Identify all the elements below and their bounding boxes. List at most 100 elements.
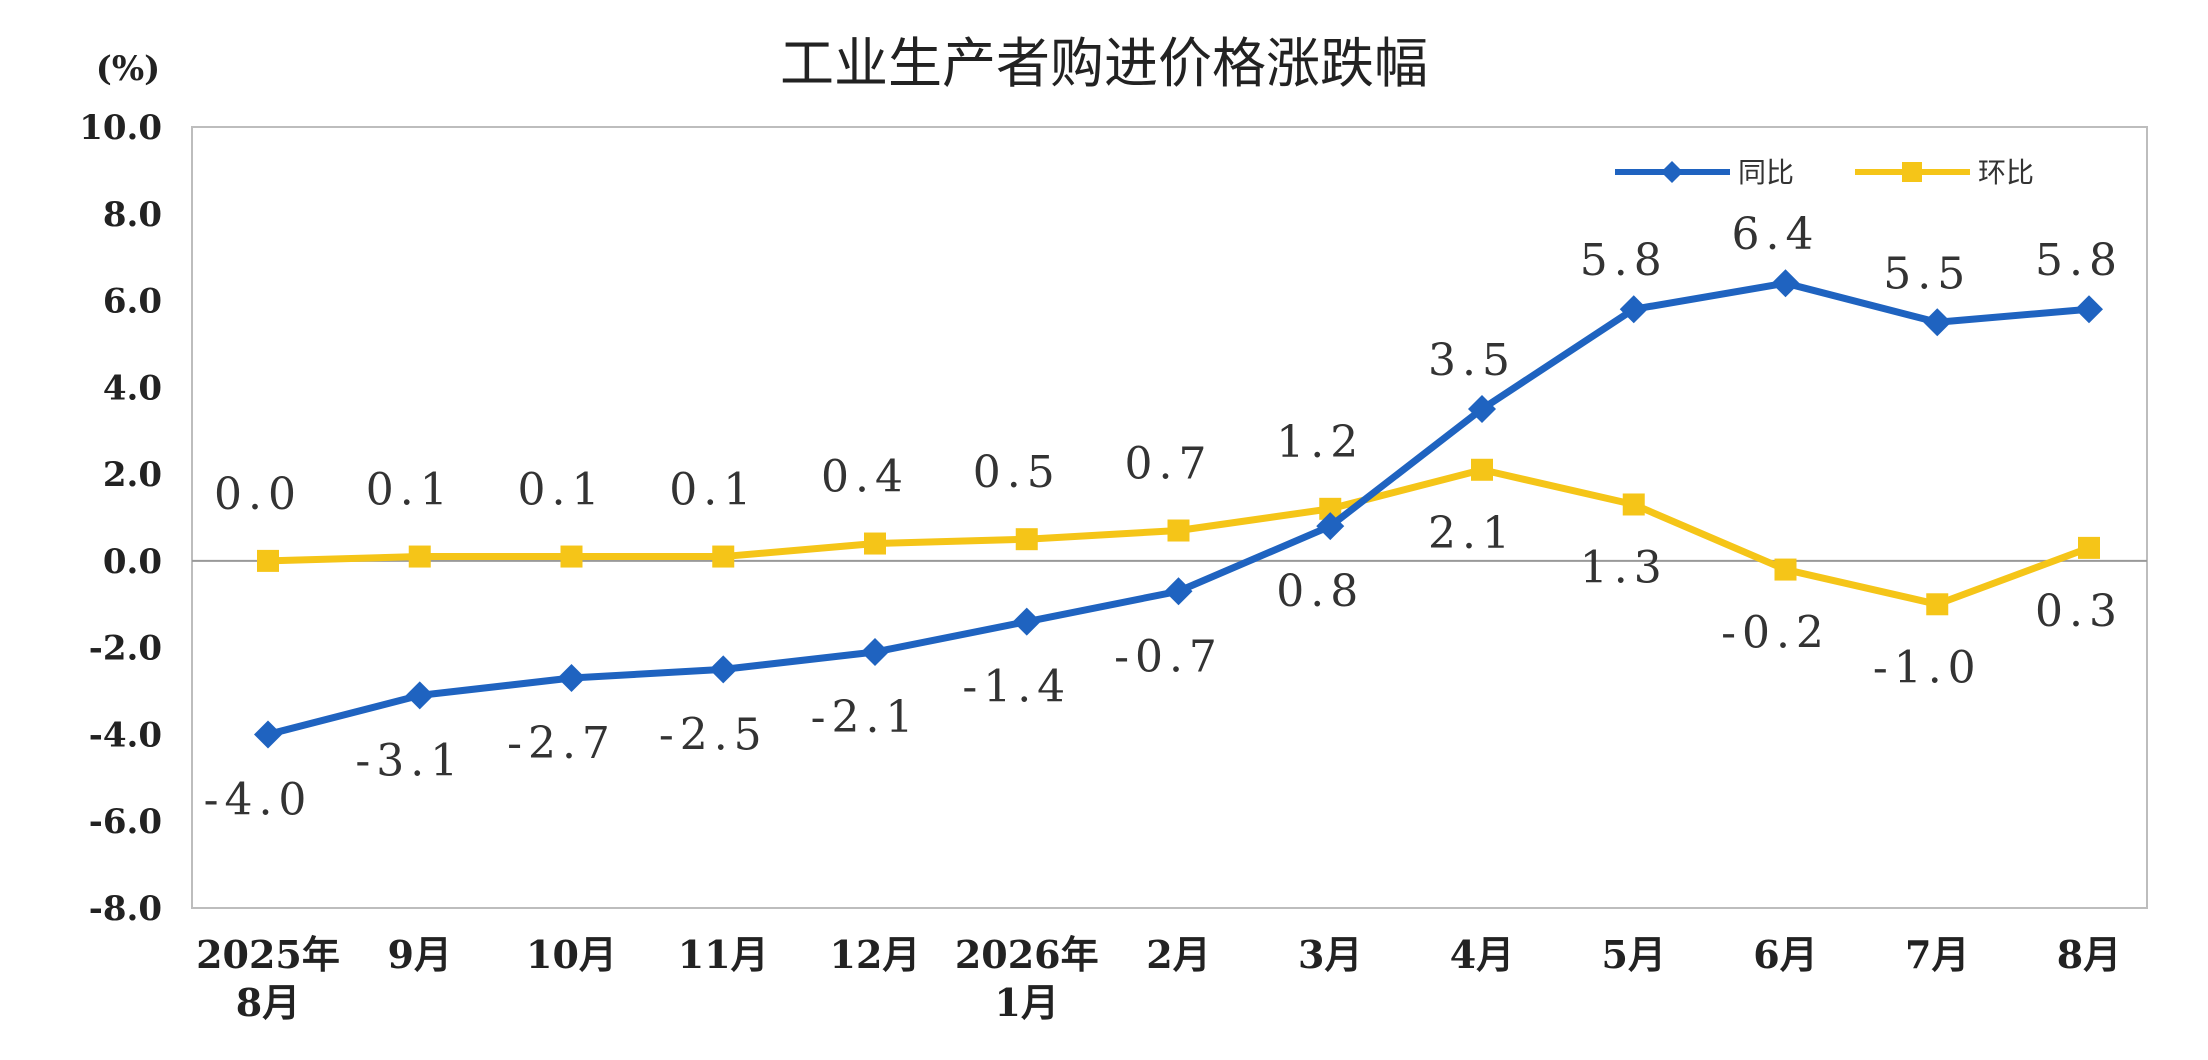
x-tick-label: 7月 [1905,932,1969,977]
data-label-mom: 0.1 [518,465,606,516]
data-point-diamond [1316,512,1345,541]
x-tick-label-line: 4月 [1450,932,1514,977]
data-label-mom: 0.4 [821,452,909,503]
data-point-square [257,549,279,572]
data-point-square [2078,536,2100,559]
data-point-square [712,545,735,568]
y-tick-label: 2.0 [103,455,162,495]
data-point-diamond [254,720,282,749]
data-point-diamond [1923,308,1952,337]
y-axis-ticks: 10.0 8.0 6.0 4.0 2.0 0.0 -2.0 -4.0 -6.0 -8.0 [79,108,162,929]
data-point-square [408,545,431,568]
x-tick-label-line: 8月 [236,980,300,1025]
data-label-mom: 2.1 [1428,508,1516,559]
x-tick-label-line: 11月 [678,932,769,977]
x-tick-label: 4月 [1450,932,1514,977]
data-label-yoy: 5.8 [1580,235,1668,286]
data-label-yoy: -4.0 [204,774,313,825]
data-label-yoy: 5.5 [1883,248,1971,299]
data-label-yoy: 3.5 [1428,335,1516,386]
data-point-diamond [709,655,738,684]
data-label-mom: 0.0 [214,469,302,520]
x-tick-label-line: 8月 [2057,932,2121,977]
x-tick-label-line: 1月 [995,980,1059,1025]
y-tick-label: 6.0 [103,282,162,322]
y-tick-label: 8.0 [103,195,162,235]
data-label-yoy: 0.8 [1276,566,1364,617]
data-point-diamond [1771,269,1800,298]
y-tick-label: -2.0 [89,629,162,669]
data-point-diamond [1164,577,1193,606]
legend-label: 同比 [1738,156,1794,189]
data-label-mom: 0.5 [973,447,1061,498]
x-tick-label: 3月 [1298,932,1362,977]
data-point-diamond [2075,295,2103,324]
data-point-square [1471,458,1493,481]
x-tick-label-line: 2月 [1146,932,1210,977]
x-tick-label: 11月 [678,932,769,977]
data-label-yoy: -2.1 [811,692,920,743]
data-label-mom: 0.1 [366,465,454,516]
data-point-square [1926,593,1949,616]
y-tick-label: -6.0 [89,802,162,842]
data-label-yoy: 6.4 [1732,209,1820,260]
x-tick-label-line: 6月 [1753,932,1817,977]
y-tick-label: 0.0 [103,542,162,582]
data-point-square [864,532,886,555]
legend-marker-square [1902,162,1922,182]
x-tick-label: 6月 [1753,932,1817,977]
data-label-mom: 0.1 [669,465,757,516]
data-point-square [1622,493,1645,516]
data-point-square [1015,528,1038,551]
x-tick-label: 2月 [1146,932,1210,977]
data-label-mom: -0.2 [1721,608,1830,659]
chart-title: 工业生产者购进价格涨跌幅 [780,32,1428,95]
x-tick-label: 12月 [830,932,921,977]
data-label-mom: 0.3 [2035,586,2123,637]
data-point-square [1167,519,1190,542]
data-label-yoy: -0.7 [1114,631,1223,682]
y-axis-unit: (%) [96,49,160,89]
x-tick-label-line: 12月 [830,932,921,977]
x-tick-label: 9月 [388,932,452,977]
y-tick-label: -8.0 [89,889,162,929]
data-label-yoy: -1.4 [962,662,1071,713]
x-tick-label: 2026年 1月 [955,932,1099,1025]
data-point-diamond [557,664,586,693]
x-tick-label-line: 2026年 [955,932,1099,977]
plot-frame [191,126,2148,909]
data-label-mom: 1.3 [1580,542,1668,593]
legend-label: 环比 [1978,156,2034,189]
series-layer [254,269,2103,749]
legend: 同比 环比 [1615,156,2034,189]
legend-marker-diamond [1661,161,1683,183]
data-labels: -4.0 -3.1 -2.7 -2.5 -2.1 -1.4 -0.7 0.8 3.5 5.8 6.4… [204,209,2123,825]
y-tick-label: 4.0 [103,368,162,408]
x-tick-label-line: 5月 [1602,932,1666,977]
data-point-diamond [1012,607,1041,636]
data-point-square [560,545,583,568]
data-label-yoy: 5.8 [2035,235,2123,286]
x-tick-label-line: 3月 [1298,932,1362,977]
data-label-mom: 1.2 [1276,417,1364,468]
data-point-diamond [861,638,889,667]
x-tick-label: 8月 [2057,932,2121,977]
data-point-diamond [1468,395,1496,424]
data-label-yoy: -2.5 [659,709,768,760]
y-tick-label: -4.0 [89,715,162,755]
data-label-mom: 0.7 [1125,439,1213,490]
data-point-diamond [405,681,434,710]
x-tick-label-line: 10月 [526,932,617,977]
x-tick-label: 10月 [526,932,617,977]
data-label-mom: -1.0 [1873,642,1982,693]
data-point-square [1774,558,1797,581]
data-point-diamond [1619,295,1648,324]
x-tick-label: 5月 [1602,932,1666,977]
data-label-yoy: -2.7 [507,718,616,769]
x-tick-label-line: 2025年 [196,932,340,977]
y-tick-label: 10.0 [79,108,162,148]
x-tick-label-line: 9月 [388,932,452,977]
data-point-square [1319,497,1342,520]
